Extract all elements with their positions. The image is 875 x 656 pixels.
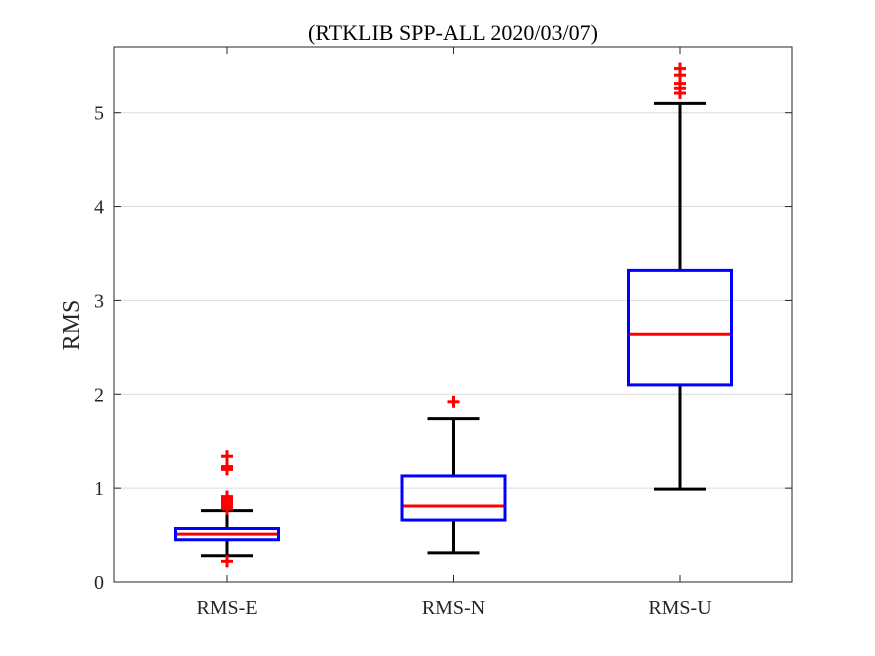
y-tick-label: 5 <box>94 103 104 125</box>
outlier-marker <box>221 555 233 568</box>
chart-title: (RTKLIB SPP-ALL 2020/03/07) <box>308 20 598 45</box>
y-axis-label: RMS <box>59 300 85 351</box>
box-group-rms-u <box>627 62 733 491</box>
iqr-box <box>174 527 280 542</box>
plot-layer <box>174 62 733 568</box>
y-tick-label: 2 <box>94 384 104 406</box>
outlier-marker <box>674 62 686 75</box>
box-group-rms-n <box>400 395 507 555</box>
x-tick-label: RMS-E <box>196 597 257 619</box>
iqr-box <box>400 474 507 522</box>
outlier-marker <box>447 395 460 408</box>
box-group-rms-e <box>174 450 280 568</box>
x-tick-label: RMS-U <box>648 597 712 619</box>
y-tick-label: 1 <box>94 478 104 500</box>
iqr-box <box>627 268 733 387</box>
tick-layer: 0 1 2 3 4 5 RMS-E RMS-N RMS-U <box>94 47 792 619</box>
y-tick-label: 0 <box>94 572 104 594</box>
y-tick-label: 4 <box>94 197 104 219</box>
y-tick-label: 3 <box>94 290 104 312</box>
outlier-marker <box>221 450 233 463</box>
outlier-marker <box>221 490 233 503</box>
x-tick-label: RMS-N <box>422 597 485 619</box>
outlier-marker <box>221 460 233 473</box>
